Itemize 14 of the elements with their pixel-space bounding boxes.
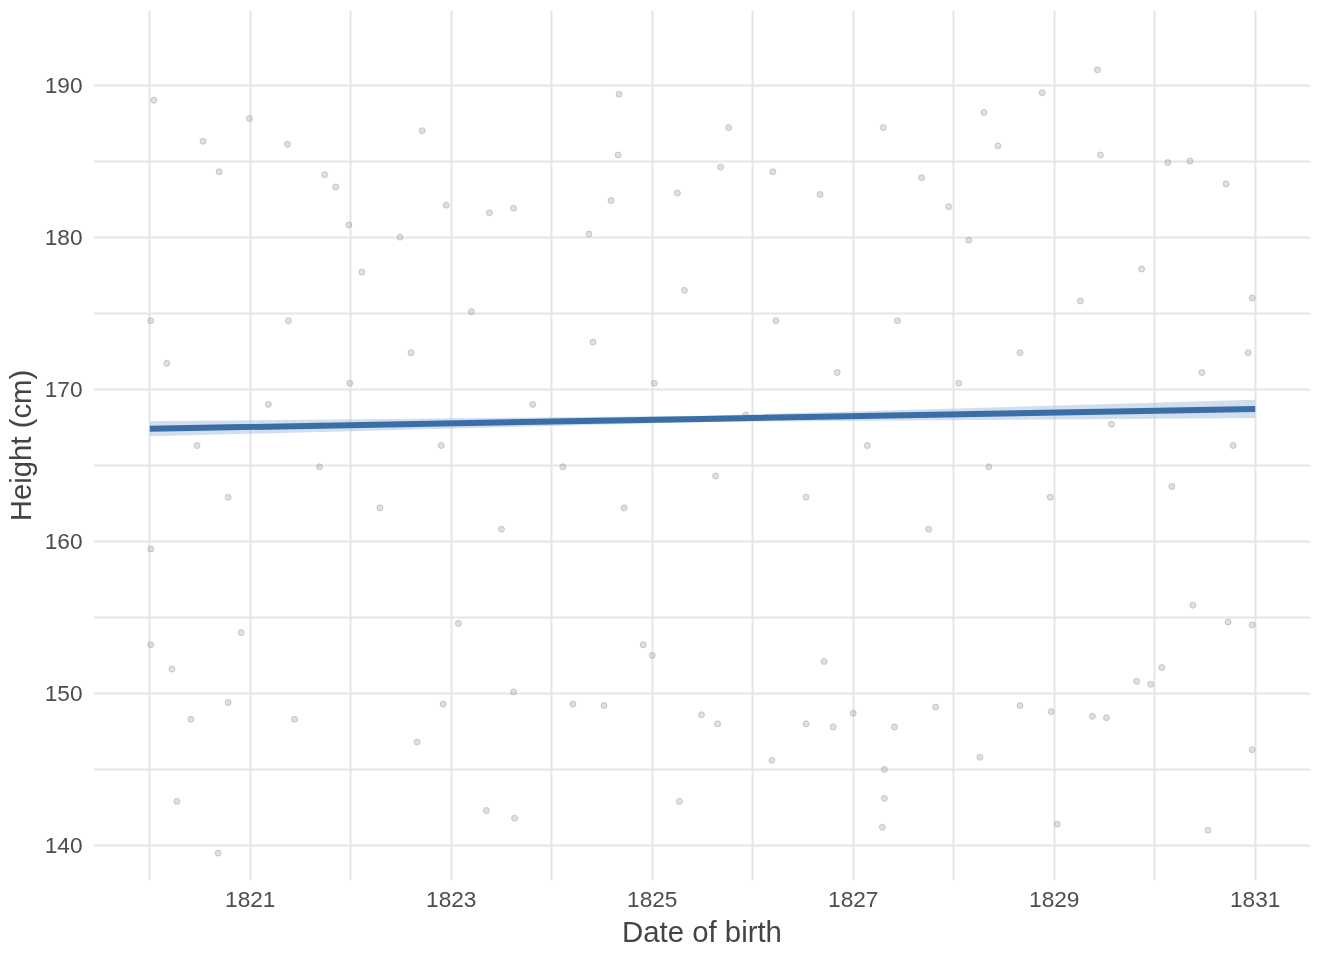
x-tick-label: 1823 [426, 885, 477, 912]
y-tick-label: 140 [44, 832, 83, 859]
x-tick-label: 1829 [1029, 885, 1080, 912]
x-tick-label: 1825 [627, 885, 678, 912]
x-tick-label: 1831 [1230, 885, 1281, 912]
y-tick-label: 170 [44, 375, 83, 402]
x-tick-label: 1827 [828, 885, 879, 912]
y-tick-label: 180 [44, 223, 83, 250]
y-axis-title: Height (cm) [3, 369, 37, 522]
y-tick-label: 190 [44, 71, 83, 98]
x-axis-title: Date of birth [622, 914, 782, 948]
y-tick-label: 160 [44, 527, 83, 554]
x-tick-label: 1821 [225, 885, 276, 912]
y-tick-label: 150 [44, 679, 83, 706]
